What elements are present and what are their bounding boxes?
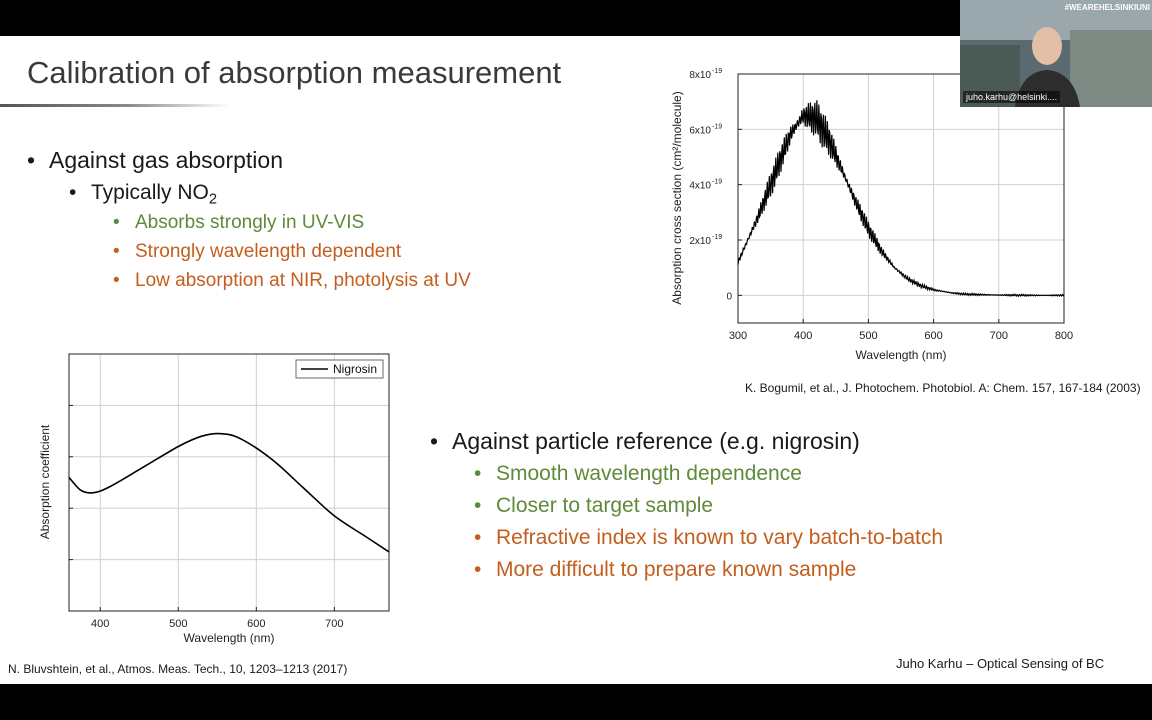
y-tick-label: 8x10 <box>689 70 711 81</box>
y-tick-label: 2x10 <box>689 236 711 247</box>
citation-bogumil: K. Bogumil, et al., J. Photochem. Photob… <box>745 381 1141 395</box>
bottom-letterbox <box>0 684 1152 720</box>
legend-box <box>295 359 384 379</box>
bullet-text: Absorbs strongly in UV-VIS <box>135 212 365 233</box>
bullet-typically-no2: • Typically NO2 <box>69 181 218 208</box>
bullet-gas-absorption: • Against gas absorption <box>27 147 283 174</box>
x-tick-label: 700 <box>325 618 343 630</box>
chart-legend: Nigrosin <box>295 359 384 379</box>
bullet-text: Against particle reference (e.g. nigrosi… <box>452 428 860 454</box>
no2-spectrum-line <box>737 100 1065 298</box>
bullet-closer-to-target: • Closer to target sample <box>474 494 713 518</box>
x-tick-label: 500 <box>169 618 187 630</box>
plot-frame <box>737 73 1065 324</box>
bullet-dot: • <box>113 212 120 233</box>
y-tick-exponent: -19 <box>712 179 722 186</box>
bullet-dot: • <box>113 270 120 291</box>
participant-name: juho.karhu@helsinki.... <box>963 91 1061 103</box>
y-tick-label: 4x10 <box>689 181 711 192</box>
x-tick-label: 300 <box>729 330 747 342</box>
bullet-dot: • <box>474 526 482 549</box>
bullet-text: Strongly wavelength dependent <box>135 241 402 262</box>
plot-frame <box>68 353 390 612</box>
bullet-dot: • <box>474 558 482 581</box>
slide-title: Calibration of absorption measurement <box>27 55 562 90</box>
nigrosin-absorption-chart: 400 500 600 700 Nigrosin Wavelength (nm) Ab… <box>38 353 390 645</box>
bullet-refractive-index: • Refractive index is known to vary batch… <box>474 526 943 550</box>
bullet-dot: • <box>113 241 120 262</box>
presenter-video[interactable]: #WEAREHELSINKIUNI juho.karhu@helsinki...… <box>960 0 1152 107</box>
x-axis-label: Wavelength (nm) <box>856 348 947 362</box>
bullet-text: Smooth wavelength dependence <box>496 462 802 485</box>
bullet-dot: • <box>474 462 482 485</box>
bullet-text: Low absorption at NIR, photolysis at UV <box>135 270 471 291</box>
y-tick-label: 6x10 <box>689 125 711 136</box>
y-tick-label: 0 <box>726 291 732 302</box>
bullet-dot: • <box>69 181 77 204</box>
subscript: 2 <box>208 191 218 208</box>
slide-footer: Juho Karhu – Optical Sensing of BC <box>896 656 1105 671</box>
x-tick-label: 600 <box>247 618 265 630</box>
x-tick-label: 500 <box>859 330 877 342</box>
bullet-text: More difficult to prepare known sample <box>496 558 857 581</box>
nigrosin-curve <box>68 432 390 553</box>
bullet-text: Closer to target sample <box>496 494 714 517</box>
bullet-wavelength-dependent: • Strongly wavelength dependent <box>113 241 401 263</box>
x-tick-label: 400 <box>794 330 812 342</box>
x-tick-label: 400 <box>91 618 109 630</box>
bullet-dot: • <box>27 147 36 173</box>
x-axis-label: Wavelength (nm) <box>184 631 275 645</box>
bullet-difficult-to-prepare: • More difficult to prepare known sample <box>474 558 856 582</box>
bullet-text: Typically NO <box>91 181 209 204</box>
bullet-particle-reference: • Against particle reference (e.g. nigros… <box>430 428 860 455</box>
x-tick-label: 800 <box>1055 330 1073 342</box>
x-tick-label: 700 <box>990 330 1008 342</box>
citation-bluvshtein: N. Bluvshtein, et al., Atmos. Meas. Tech… <box>8 662 348 676</box>
title-underline <box>0 104 230 107</box>
bullet-dot: • <box>474 494 482 517</box>
legend-label: Nigrosin <box>333 362 377 376</box>
bullet-text: Refractive index is known to vary batch-… <box>496 526 944 549</box>
bullet-absorbs-strongly: • Absorbs strongly in UV-VIS <box>113 212 364 234</box>
video-hashtag: #WEAREHELSINKIUNI <box>1064 3 1150 12</box>
bullet-dot: • <box>430 428 439 454</box>
bullet-text: Against gas absorption <box>49 147 283 173</box>
y-tick-exponent: -19 <box>712 123 722 130</box>
x-tick-label: 600 <box>924 330 942 342</box>
y-axis-label: Absorption cross section (cm²/molecule) <box>670 91 684 304</box>
y-tick-exponent: -19 <box>712 68 722 75</box>
y-tick-exponent: -19 <box>712 234 722 241</box>
slide: Calibration of absorption measurement • A… <box>0 36 1152 684</box>
bullet-low-absorption-nir: • Low absorption at NIR, photolysis at UV <box>113 270 471 292</box>
y-axis-label: Absorption coefficient <box>38 424 52 539</box>
bullet-smooth-dependence: • Smooth wavelength dependence <box>474 462 802 486</box>
